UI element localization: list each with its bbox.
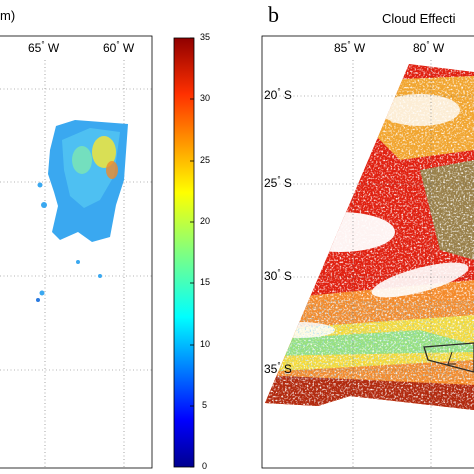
panel-a-fragment bbox=[41, 202, 47, 208]
panel-a-frame bbox=[0, 35, 153, 469]
colorbar-tick-label: 25 bbox=[200, 155, 211, 165]
panel-a-fragment bbox=[36, 298, 40, 302]
panel-a bbox=[0, 35, 153, 469]
panel-a-high-patch-2 bbox=[106, 161, 118, 179]
panel-a-fragment bbox=[76, 260, 80, 264]
region-polygon bbox=[423, 342, 474, 373]
panel-a-title: m) bbox=[0, 8, 16, 23]
colorbar-tick-label: 5 bbox=[202, 400, 208, 410]
panel-b bbox=[261, 35, 474, 469]
panel-b-lat-label: 25° S bbox=[264, 175, 292, 190]
panel-a-fragment bbox=[37, 182, 43, 188]
panel-a-fragment bbox=[98, 274, 102, 278]
panel-b-lat-label: 20° S bbox=[264, 87, 292, 102]
colorbar bbox=[173, 37, 195, 468]
study-region-outline bbox=[423, 342, 474, 373]
panel-a-high-patch bbox=[92, 136, 116, 168]
panel-a-lon-label: 65° W bbox=[28, 40, 60, 55]
panel-b-graticule bbox=[262, 60, 474, 468]
colorbar-gradient bbox=[173, 37, 195, 468]
panel-b-lon-label: 80° W bbox=[413, 40, 445, 55]
colorbar-tick-label: 35 bbox=[200, 32, 211, 42]
panel-a-lon-label: 60° W bbox=[103, 40, 135, 55]
region-marker bbox=[447, 351, 456, 365]
colorbar-tick-label: 10 bbox=[200, 339, 211, 349]
panel-a-mid-patch bbox=[72, 146, 92, 174]
panel-b-lat-label: 30° S bbox=[264, 268, 292, 283]
colorbar-ticks bbox=[190, 37, 194, 468]
colorbar-tick-label: 30 bbox=[200, 93, 211, 103]
panel-a-graticule bbox=[0, 60, 152, 468]
panel-b-lat-label: 35° S bbox=[264, 361, 292, 376]
colorbar-tick-label: 0 bbox=[202, 461, 208, 471]
panel-a-fragment bbox=[39, 290, 45, 296]
panel-a-data-field bbox=[36, 120, 128, 302]
panel-b-title: Cloud Effecti bbox=[382, 11, 456, 26]
colorbar-tick-label: 20 bbox=[200, 216, 211, 226]
panel-b-lon-label: 85° W bbox=[334, 40, 366, 55]
colorbar-tick-label: 15 bbox=[200, 277, 211, 287]
panel-b-letter: b bbox=[268, 2, 279, 27]
